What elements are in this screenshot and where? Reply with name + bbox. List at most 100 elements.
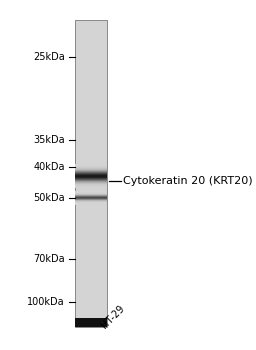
Bar bbox=[75, 272, 107, 273]
Bar bbox=[75, 185, 107, 187]
Bar bbox=[75, 105, 107, 107]
Text: 50kDa: 50kDa bbox=[33, 193, 65, 203]
Text: Cytokeratin 20 (KRT20): Cytokeratin 20 (KRT20) bbox=[123, 176, 252, 186]
Bar bbox=[75, 194, 107, 195]
Bar bbox=[75, 283, 107, 285]
Bar bbox=[75, 185, 107, 186]
Bar bbox=[75, 261, 107, 262]
Bar bbox=[75, 186, 107, 187]
Bar bbox=[75, 81, 107, 82]
Bar bbox=[75, 320, 107, 321]
Bar bbox=[75, 167, 107, 168]
Bar bbox=[75, 240, 107, 242]
Bar bbox=[75, 263, 107, 264]
Bar bbox=[75, 39, 107, 41]
Bar bbox=[75, 92, 107, 93]
Bar bbox=[75, 89, 107, 91]
Bar bbox=[75, 183, 107, 184]
Bar bbox=[75, 110, 107, 111]
Bar bbox=[75, 184, 107, 186]
Bar bbox=[75, 193, 107, 195]
Bar bbox=[75, 115, 107, 116]
Bar bbox=[75, 42, 107, 43]
Bar bbox=[75, 180, 107, 181]
Bar bbox=[75, 214, 107, 215]
Bar bbox=[75, 270, 107, 271]
Bar bbox=[75, 305, 107, 306]
Bar bbox=[75, 100, 107, 102]
Bar bbox=[75, 200, 107, 201]
Bar bbox=[75, 195, 107, 196]
Bar bbox=[75, 316, 107, 317]
Bar bbox=[75, 143, 107, 145]
Bar bbox=[75, 78, 107, 79]
Bar bbox=[75, 203, 107, 204]
Bar bbox=[75, 167, 107, 168]
Bar bbox=[75, 40, 107, 41]
Bar bbox=[75, 182, 107, 183]
Bar bbox=[75, 149, 107, 151]
Bar bbox=[75, 167, 107, 168]
Bar bbox=[75, 84, 107, 85]
Bar bbox=[75, 171, 107, 172]
Bar bbox=[75, 179, 107, 181]
Bar bbox=[75, 289, 107, 291]
Bar bbox=[75, 193, 107, 194]
Bar bbox=[75, 306, 107, 307]
Bar bbox=[75, 216, 107, 217]
Bar bbox=[75, 232, 107, 233]
Bar bbox=[75, 24, 107, 25]
Bar bbox=[75, 22, 107, 23]
Bar bbox=[75, 198, 107, 200]
Bar bbox=[75, 217, 107, 218]
Bar bbox=[75, 198, 107, 199]
Bar bbox=[75, 172, 107, 173]
Bar bbox=[75, 179, 107, 180]
Bar bbox=[75, 228, 107, 230]
Bar bbox=[75, 309, 107, 310]
Bar bbox=[75, 253, 107, 254]
Bar bbox=[75, 194, 107, 196]
Bar bbox=[75, 319, 107, 320]
Bar bbox=[75, 188, 107, 190]
Bar bbox=[75, 155, 107, 157]
Bar bbox=[75, 276, 107, 278]
Bar bbox=[75, 138, 107, 140]
Bar bbox=[75, 183, 107, 184]
Bar bbox=[75, 147, 107, 149]
Bar bbox=[75, 294, 107, 295]
Bar bbox=[75, 226, 107, 228]
Bar bbox=[75, 198, 107, 199]
Bar bbox=[75, 196, 107, 197]
Bar bbox=[75, 21, 107, 22]
Bar bbox=[75, 199, 107, 200]
Bar bbox=[75, 201, 107, 202]
Bar bbox=[75, 195, 107, 196]
Bar bbox=[75, 165, 107, 166]
Bar bbox=[75, 87, 107, 89]
Bar bbox=[75, 258, 107, 259]
Bar bbox=[75, 315, 107, 316]
Bar bbox=[75, 176, 107, 177]
Bar bbox=[75, 189, 107, 191]
Bar bbox=[75, 303, 107, 304]
Bar bbox=[75, 255, 107, 256]
Bar bbox=[75, 199, 107, 200]
Bar bbox=[75, 243, 107, 244]
Text: 35kDa: 35kDa bbox=[33, 134, 65, 145]
Bar bbox=[75, 164, 107, 165]
Bar bbox=[75, 186, 107, 187]
Bar bbox=[75, 51, 107, 53]
Bar bbox=[75, 36, 107, 37]
Bar bbox=[75, 206, 107, 207]
Bar bbox=[75, 244, 107, 245]
Bar bbox=[75, 287, 107, 289]
Bar bbox=[75, 199, 107, 200]
Bar bbox=[75, 112, 107, 113]
Bar bbox=[75, 141, 107, 142]
Bar bbox=[75, 292, 107, 293]
Bar bbox=[75, 170, 107, 171]
Bar bbox=[75, 193, 107, 194]
Bar bbox=[75, 197, 107, 198]
Bar bbox=[75, 168, 107, 169]
